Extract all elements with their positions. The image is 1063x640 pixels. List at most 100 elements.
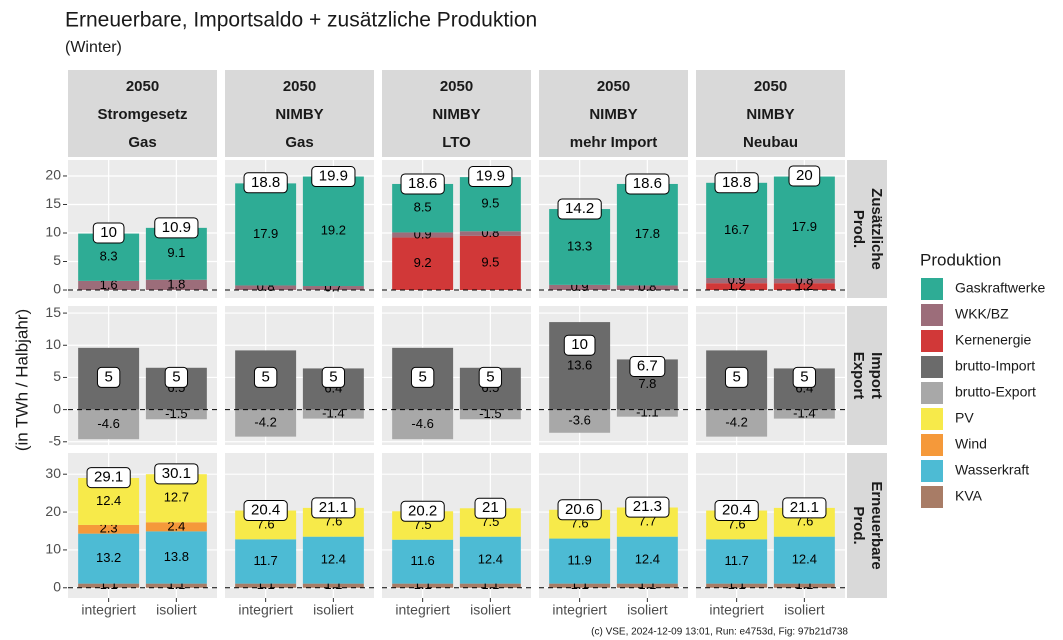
row-strip-line: Zusätzliche: [868, 188, 885, 270]
total-label: 19.9: [476, 168, 505, 185]
bar-segment: [392, 409, 454, 440]
column-strip: [382, 70, 531, 157]
bar-segment: [302, 536, 364, 584]
segment-label: 13.3: [567, 238, 592, 253]
total-label: 21.1: [319, 499, 348, 516]
total-label: 10.9: [162, 219, 191, 236]
row-strip-label: ImportExport: [850, 352, 885, 400]
row-strip-line: Prod.: [850, 210, 867, 248]
total-label: 18.8: [722, 174, 751, 191]
bar-segment: [78, 583, 140, 588]
total-box: [625, 173, 670, 195]
total-box: [629, 355, 666, 377]
row-strip-line: Prod.: [850, 506, 867, 544]
bar-segment: [78, 280, 140, 291]
bar-segment: [78, 533, 140, 584]
segment-label: 9.5: [481, 254, 499, 269]
total-box: [164, 366, 189, 388]
legend-swatch: [921, 304, 943, 326]
bar-segment: [145, 583, 207, 588]
segment-label: 7.8: [638, 376, 656, 391]
total-label: 14.2: [565, 200, 594, 217]
bar-segment: [773, 583, 835, 588]
total-label: 21.3: [633, 498, 662, 515]
bar-segment: [302, 286, 364, 291]
segment-label: 12.4: [96, 493, 121, 508]
legend-label: brutto-Import: [955, 358, 1035, 374]
total-box: [468, 166, 513, 188]
column-strip-label: 2050: [440, 78, 473, 95]
total-box: [311, 166, 356, 188]
segment-label: 9.1: [167, 245, 185, 260]
column-strip: [225, 70, 374, 157]
y-tick-label: 30: [45, 465, 61, 481]
column-strip-label: NIMBY: [746, 106, 794, 123]
y-tick-label: 15: [45, 195, 61, 211]
total-box: [400, 500, 445, 522]
total-box: [792, 366, 817, 388]
total-box: [92, 222, 125, 244]
chart-subtitle: (Winter): [65, 39, 122, 56]
legend-label: KVA: [955, 488, 983, 504]
segment-label: 13.8: [164, 549, 189, 564]
segment-label: 11.7: [253, 553, 277, 568]
segment-label: 19.2: [321, 223, 346, 238]
total-box: [311, 497, 356, 519]
segment-label: 1.8: [167, 276, 185, 291]
column-strip: [539, 70, 688, 157]
column-strip-label: NIMBY: [432, 106, 480, 123]
total-label: 19.9: [319, 168, 348, 185]
bar-segment: [235, 539, 297, 584]
legend-title: Produktion: [920, 250, 1001, 269]
y-tick-label: 0: [53, 281, 61, 297]
total-box: [253, 366, 278, 388]
legend-label: Wind: [955, 436, 987, 452]
segment-label: 13.6: [567, 357, 592, 372]
bar-segment: [773, 536, 835, 584]
total-box: [557, 499, 602, 521]
column-strip-label: LTO: [442, 134, 471, 151]
segment-label: -4.6: [411, 416, 433, 431]
segment-label: 11.7: [724, 553, 748, 568]
segment-label: 9.5: [481, 196, 499, 211]
y-tick-label: 5: [53, 368, 61, 384]
bar-segment: [616, 583, 678, 588]
total-box: [243, 172, 288, 194]
x-tick-label: isoliert: [470, 602, 511, 618]
total-box: [625, 496, 670, 518]
bar-segment: [392, 583, 454, 588]
bar-segment: [459, 409, 521, 420]
bar-segment: [235, 183, 297, 286]
column-strip-label: Gas: [128, 134, 156, 151]
row-strip-line: Import: [868, 352, 885, 399]
total-label: 5: [172, 368, 180, 385]
legend-swatch: [921, 356, 943, 378]
bar-segment: [392, 539, 454, 584]
total-label: 6.7: [637, 357, 658, 374]
column-strip-label: 2050: [754, 78, 787, 95]
column-strip-label: Stromgesetz: [97, 106, 187, 123]
bar-segment: [773, 278, 835, 284]
x-tick-label: isoliert: [156, 602, 197, 618]
bar-segment: [616, 183, 678, 286]
row-strip-line: Export: [850, 352, 867, 400]
total-box: [714, 500, 759, 522]
total-label: 5: [261, 368, 269, 385]
bar-segment: [145, 531, 207, 584]
segment-label: 13.2: [96, 550, 121, 565]
y-tick-label: -5: [49, 432, 62, 448]
segment-label: -3.6: [568, 413, 590, 428]
segment-label: -4.2: [725, 415, 747, 430]
y-tick-label: 0: [53, 400, 61, 416]
total-label: 5: [486, 368, 494, 385]
y-tick-label: 10: [45, 224, 61, 240]
bar-segment: [706, 539, 768, 584]
total-label: 10: [571, 336, 588, 353]
total-label: 18.6: [633, 175, 662, 192]
legend-swatch: [921, 278, 943, 300]
segment-label: 16.7: [724, 222, 749, 237]
y-axis-title: (in TWh / Halbjahr): [12, 309, 31, 451]
y-tick-label: 15: [45, 304, 61, 320]
legend-swatch: [921, 408, 943, 430]
x-tick-label: isoliert: [313, 602, 354, 618]
